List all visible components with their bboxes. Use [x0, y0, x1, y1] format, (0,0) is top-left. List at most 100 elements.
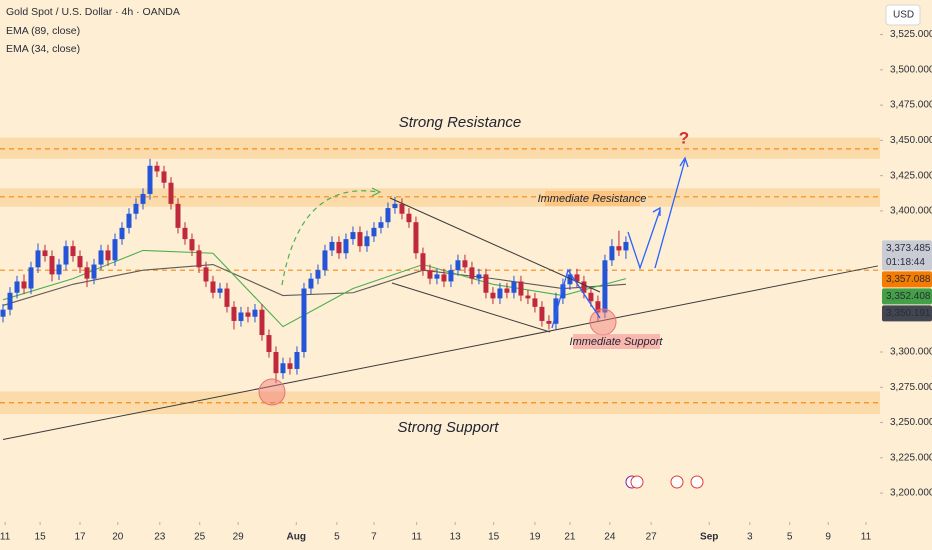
projection: [551, 268, 601, 329]
candle-body: [518, 281, 524, 296]
y-tick-label: 3,275.000: [890, 382, 932, 393]
x-tick-label: 11: [0, 532, 11, 543]
y-tick-label: 3,400.000: [890, 206, 932, 217]
candle-body: [378, 222, 384, 228]
candle-body: [560, 284, 566, 299]
zone: [0, 188, 880, 207]
arrow-head: [679, 156, 689, 168]
y-tick-label: 3,200.000: [890, 488, 932, 499]
x-tick-label: 27: [646, 532, 658, 543]
zone: [0, 391, 880, 415]
candle-body: [56, 264, 62, 275]
x-tick-label: 19: [529, 532, 541, 543]
candle-body: [168, 182, 174, 204]
y-tick-label: 3,300.000: [890, 347, 932, 358]
event-icon: [690, 475, 704, 489]
wedge-upper: [389, 197, 601, 293]
candle-body: [154, 165, 160, 172]
x-tick-label: 24: [604, 532, 616, 543]
label-box: [545, 191, 640, 206]
price-tag-label: 3,357.088: [886, 274, 931, 285]
zone: [0, 137, 880, 159]
y-tick-label: 3,500.000: [890, 64, 932, 75]
candle-body: [476, 274, 482, 279]
price-tag: [882, 305, 932, 322]
candle-body: [273, 351, 279, 374]
wedge-lower: [391, 282, 551, 333]
annotation: Immediate Resistance: [538, 193, 647, 205]
event-icon: [670, 475, 684, 489]
candle-body: [315, 270, 321, 279]
support-circle: [258, 378, 286, 406]
candle-body: [35, 250, 41, 268]
arc-arrow: [281, 190, 379, 286]
candle-body: [546, 320, 552, 324]
price-tag-label: 3,373.485: [886, 243, 931, 254]
x-tick-label: 23: [154, 532, 166, 543]
candle-body: [483, 274, 489, 293]
candle-body: [322, 250, 328, 271]
candle-body: [336, 241, 342, 254]
candle-body: [147, 165, 153, 194]
candle-body: [343, 239, 349, 254]
candle-body: [392, 203, 398, 209]
candle-body: [210, 281, 216, 293]
candle-body: [287, 363, 293, 369]
x-tick-label: 13: [450, 532, 462, 543]
x-tick-label: 29: [233, 532, 245, 543]
x-tick-label: 7: [371, 532, 377, 543]
projection: [627, 209, 661, 271]
candle-body: [539, 306, 545, 321]
x-tick-label: Sep: [700, 532, 718, 543]
candle-body: [357, 232, 363, 247]
candle-body: [266, 335, 272, 352]
candle-body: [469, 267, 475, 279]
candle-body: [84, 267, 90, 279]
annotation: ?: [679, 128, 689, 147]
candle-body: [231, 306, 237, 321]
candle-body: [14, 281, 20, 293]
candle-body: [70, 246, 76, 257]
candle-body: [133, 203, 139, 214]
candle-body: [140, 193, 146, 204]
candle-body: [49, 256, 55, 275]
annotation: Immediate Support: [570, 336, 664, 348]
candle-body: [63, 246, 69, 265]
y-tick-label: 3,425.000: [890, 170, 932, 181]
x-tick-label: 21: [564, 532, 576, 543]
candle-body: [532, 298, 538, 307]
support-circle: [589, 308, 617, 336]
candle-body: [91, 264, 97, 279]
y-tick-label: 3,250.000: [890, 417, 932, 428]
trendline: [2, 265, 878, 440]
annotation: Strong Resistance: [399, 114, 522, 131]
x-tick-label: 9: [825, 532, 831, 543]
candle-body: [308, 278, 314, 289]
candle-body: [364, 236, 370, 247]
candle-body: [217, 288, 223, 293]
currency-box[interactable]: [885, 4, 921, 26]
candle-body: [175, 203, 181, 228]
chart-title: Gold Spot / U.S. Dollar · 4h · OANDA: [6, 6, 180, 18]
y-tick-label: 3,475.000: [890, 100, 932, 111]
y-tick-label: 3,225.000: [890, 452, 932, 463]
currency[interactable]: USD: [893, 10, 914, 21]
candle-body: [448, 270, 454, 282]
candle-body: [567, 274, 573, 285]
x-tick-label: 17: [74, 532, 86, 543]
candle-body: [294, 351, 300, 369]
candle-body: [581, 281, 587, 293]
candle-body: [420, 253, 426, 271]
price-tag: [882, 271, 932, 288]
y-tick-label: 3,450.000: [890, 135, 932, 146]
candle-body: [280, 363, 286, 374]
x-tick-label: 3: [747, 532, 753, 543]
arrow-head: [371, 187, 382, 197]
candle-body: [329, 241, 335, 251]
candle-body: [609, 246, 615, 261]
candle-body: [182, 227, 188, 240]
label-box: [573, 334, 660, 349]
arrow-head: [652, 206, 661, 216]
candle-body: [105, 250, 111, 261]
